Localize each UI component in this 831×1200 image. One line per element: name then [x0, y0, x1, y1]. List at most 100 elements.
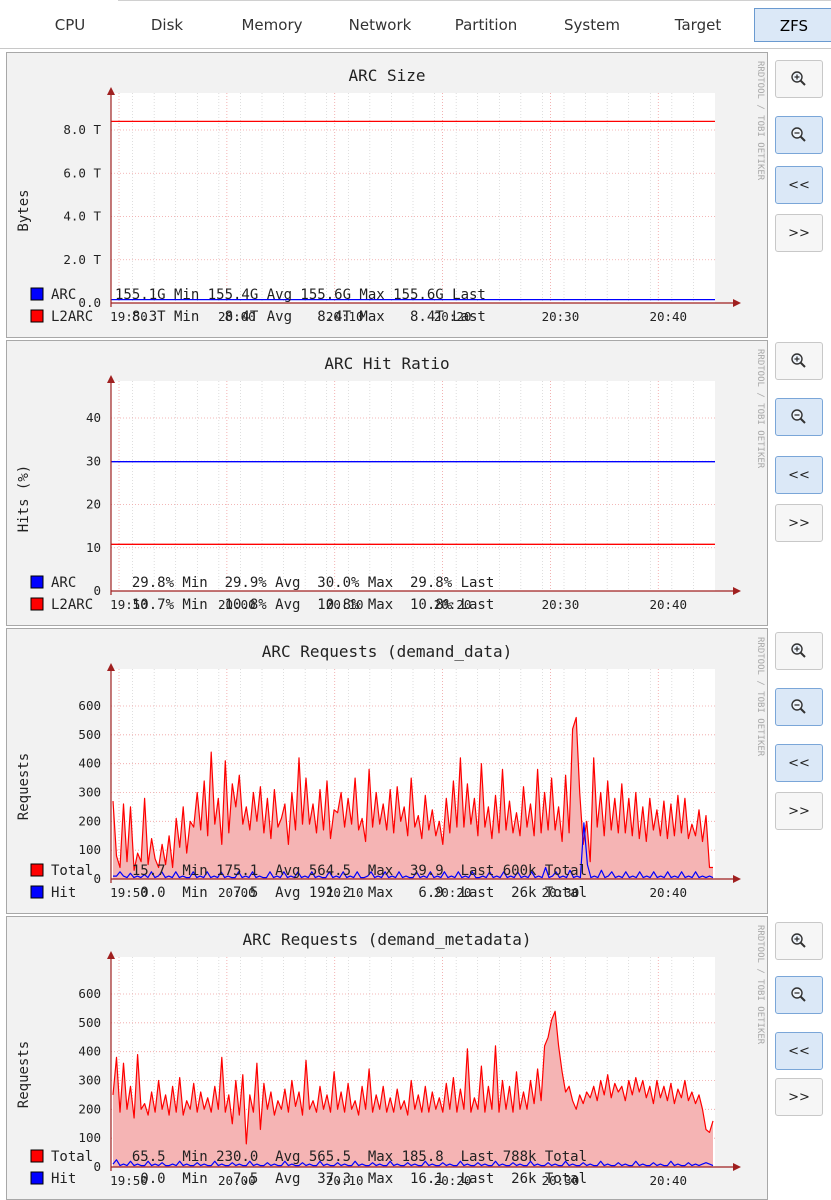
zoom-in-button[interactable]	[775, 342, 823, 380]
legend-label-total: Total	[51, 863, 93, 879]
y-tick-label: 600	[78, 698, 101, 713]
x-tick-label: 19:50	[110, 1173, 148, 1188]
zoom-in-button[interactable]	[775, 632, 823, 670]
legend-swatch-total	[30, 1149, 44, 1163]
x-tick-label: 20:10	[326, 309, 364, 324]
x-tick-label: 20:10	[326, 1173, 364, 1188]
legend-stats-hit: 0.0 Min 7.5 Avg 191.2 Max 6.9 Last 26k T…	[115, 885, 587, 901]
legend-label-arc: ARC	[51, 575, 76, 591]
y-tick-label: 100	[78, 842, 101, 857]
y-axis-arrow	[107, 375, 115, 383]
tab-bar: CPU Disk Memory Network Partition System…	[0, 0, 831, 49]
chart-title: ARC Requests (demand_data)	[262, 642, 512, 661]
zoom-out-button[interactable]	[775, 116, 823, 154]
tab-system[interactable]: System	[564, 16, 620, 34]
tab-disk[interactable]: Disk	[150, 16, 184, 34]
x-tick-label: 20:40	[649, 309, 687, 324]
chart-panel-arc-hit-ratio: ARC Hit Ratio Hits (%) RRDTOOL / TOBI OETI…	[6, 340, 768, 626]
zoom-out-icon	[791, 127, 806, 142]
tab-target[interactable]: Target	[674, 16, 722, 34]
tab-zfs[interactable]: ZFS	[754, 8, 831, 42]
x-axis-arrow	[733, 587, 741, 595]
forward-button[interactable]: >>	[775, 214, 823, 252]
tab-memory[interactable]: Memory	[241, 16, 303, 34]
forward-button[interactable]: >>	[775, 792, 823, 830]
y-tick-label: 8.0 T	[63, 122, 101, 137]
x-tick-label: 20:30	[542, 597, 580, 612]
x-tick-label: 20:00	[218, 597, 256, 612]
forward-button[interactable]: >>	[775, 1078, 823, 1116]
x-axis-arrow	[733, 875, 741, 883]
legend-label-l2arc: L2ARC	[51, 309, 93, 325]
chart-arc-requests-demand-data: ARC Requests (demand_data) Requests RRDTOO…	[16, 637, 765, 901]
y-axis-label: Requests	[16, 1041, 32, 1108]
tab-bar-top-border	[118, 0, 831, 1]
y-tick-label: 6.0 T	[63, 165, 101, 180]
y-tick-label: 600	[78, 986, 101, 1001]
chart-arc-hit-ratio: ARC Hit Ratio Hits (%) RRDTOOL / TOBI OETI…	[16, 349, 765, 613]
zoom-in-button[interactable]	[775, 60, 823, 98]
y-tick-label: 10	[86, 540, 101, 555]
x-tick-label: 20:10	[326, 885, 364, 900]
legend-label-total: Total	[51, 1149, 93, 1165]
x-tick-label: 20:00	[218, 309, 256, 324]
y-tick-label: 30	[86, 453, 101, 468]
y-tick-label: 0	[93, 1159, 101, 1174]
zoom-out-button[interactable]	[775, 976, 823, 1014]
zoom-in-button[interactable]	[775, 922, 823, 960]
tab-network[interactable]: Network	[348, 16, 412, 34]
watermark: RRDTOOL / TOBI OETIKER	[755, 925, 765, 1045]
x-tick-label: 20:40	[649, 885, 687, 900]
legend-stats-arc: 29.8% Min 29.9% Avg 30.0% Max 29.8% Last	[115, 575, 494, 591]
y-tick-label: 400	[78, 1044, 101, 1059]
y-tick-label: 0	[93, 871, 101, 886]
legend-label-hit: Hit	[51, 885, 76, 901]
tab-partition[interactable]: Partition	[454, 16, 518, 34]
back-button[interactable]: <<	[775, 456, 823, 494]
series-line-total	[112, 1010, 714, 1145]
x-tick-label: 19:50	[110, 309, 148, 324]
zoom-out-icon	[791, 409, 806, 424]
back-button[interactable]: <<	[775, 166, 823, 204]
x-tick-label: 20:20	[434, 597, 472, 612]
chart-panel-arc-requests-demand-data: ARC Requests (demand_data) Requests RRDTOO…	[6, 628, 768, 914]
legend-swatch-arc	[30, 287, 44, 301]
legend-stats-arc: 155.1G Min 155.4G Avg 155.6G Max 155.6G …	[115, 287, 486, 303]
y-axis-label: Hits (%)	[16, 465, 32, 532]
y-tick-label: 200	[78, 1101, 101, 1116]
watermark: RRDTOOL / TOBI OETIKER	[755, 61, 765, 181]
chart-panel-arc-requests-demand-metadata: ARC Requests (demand_metadata) Requests RR…	[6, 916, 768, 1200]
y-tick-label: 40	[86, 410, 101, 425]
back-button[interactable]: <<	[775, 1032, 823, 1070]
legend-swatch-l2arc	[30, 309, 44, 323]
forward-button[interactable]: >>	[775, 504, 823, 542]
legend-swatch-l2arc	[30, 597, 44, 611]
y-axis-label: Requests	[16, 753, 32, 820]
legend-label-hit: Hit	[51, 1171, 76, 1187]
x-tick-label: 19:50	[110, 885, 148, 900]
x-tick-label: 20:40	[649, 1173, 687, 1188]
zoom-out-icon	[791, 987, 806, 1002]
y-tick-label: 0	[93, 583, 101, 598]
chart-arc-requests-demand-metadata: ARC Requests (demand_metadata) Requests RR…	[16, 925, 765, 1188]
chart-title: ARC Size	[348, 66, 425, 85]
zoom-out-button[interactable]	[775, 398, 823, 436]
y-axis-arrow	[107, 87, 115, 95]
y-tick-label: 500	[78, 727, 101, 742]
x-tick-label: 19:50	[110, 597, 148, 612]
series-line-total	[112, 716, 713, 871]
legend-swatch-total	[30, 863, 44, 877]
x-tick-label: 20:20	[434, 309, 472, 324]
tab-cpu[interactable]: CPU	[54, 16, 86, 34]
y-tick-label: 400	[78, 756, 101, 771]
y-tick-label: 2.0 T	[63, 252, 101, 267]
x-tick-label: 20:20	[434, 885, 472, 900]
back-button[interactable]: <<	[775, 744, 823, 782]
x-tick-label: 20:00	[218, 885, 256, 900]
watermark: RRDTOOL / TOBI OETIKER	[755, 349, 765, 469]
zoom-in-icon	[791, 933, 806, 948]
legend-label-l2arc: L2ARC	[51, 597, 93, 613]
y-tick-label: 20	[86, 497, 101, 512]
x-tick-label: 20:40	[649, 597, 687, 612]
zoom-out-button[interactable]	[775, 688, 823, 726]
